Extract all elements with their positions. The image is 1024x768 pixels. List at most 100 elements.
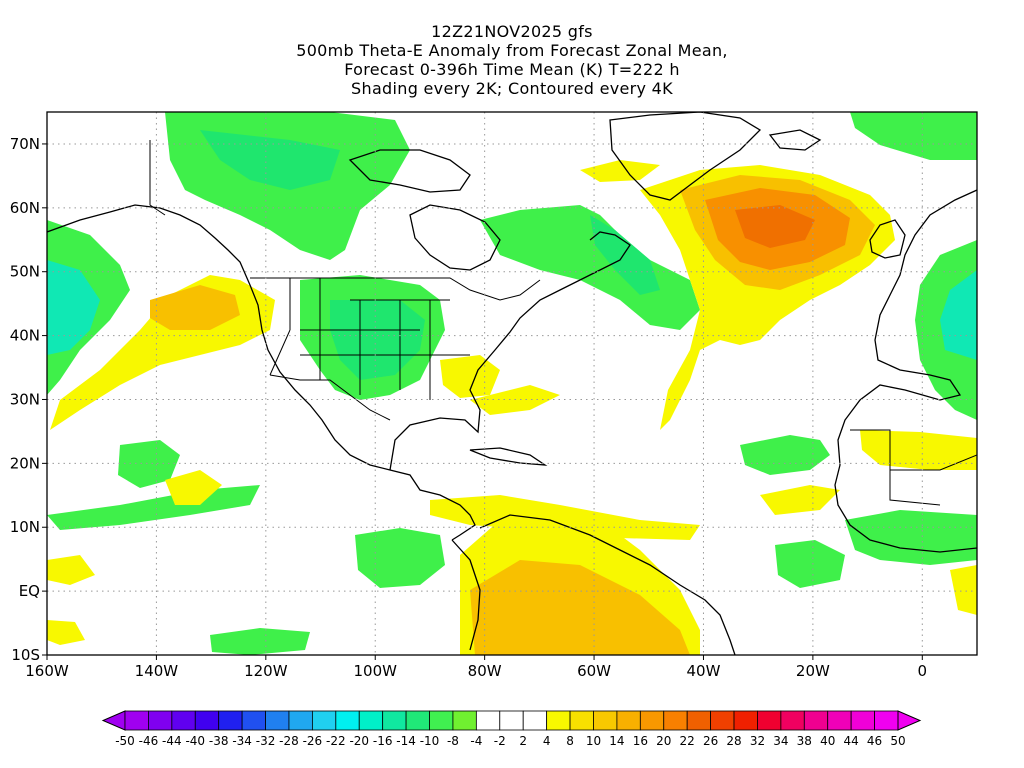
title-line-4: Shading every 2K; Contoured every 4K	[351, 79, 673, 98]
shade-green-dark-nw-canada	[200, 130, 340, 190]
tick-label-lon: 80W	[468, 662, 502, 680]
colorbar-swatch	[827, 710, 852, 731]
colorbar-swatch	[452, 710, 477, 731]
colorbar-label: 44	[844, 734, 859, 748]
shade-orange-dark-n-atlantic	[735, 205, 815, 248]
colorbar-label: -28	[279, 734, 299, 748]
border-us-mexico	[269, 374, 391, 421]
colorbar-swatch	[335, 710, 360, 731]
colorbar-swatch	[710, 710, 735, 731]
tick-label-lon: 120W	[244, 662, 288, 680]
tick-label-lat: 30N	[10, 390, 40, 408]
colorbar-arrow-right	[897, 710, 922, 731]
title-line-1: 12Z21NOV2025 gfs	[431, 22, 593, 41]
colorbar-swatch	[780, 710, 805, 731]
plot-frame	[46, 111, 978, 656]
tick-label-lon: 0	[918, 662, 928, 680]
coastline-north-america	[47, 204, 476, 541]
colorbar-swatch	[311, 710, 337, 731]
colorbar: -50 -46 -44 -40 -38 -34 -32 -28 -26 -22 -20 -16 -14-…	[101, 710, 922, 748]
shade-aqua-labrador	[590, 215, 660, 295]
title-line-3: Forecast 0-396h Time Mean (K) T=222 h	[344, 60, 680, 79]
shade-green-pacific-15n	[118, 440, 180, 488]
tick-label-lon: 60W	[577, 662, 611, 680]
title-line-2: 500mb Theta-E Anomaly from Forecast Zona…	[296, 41, 728, 60]
colorbar-label: 34	[773, 734, 788, 748]
coastline-europe-africa	[834, 189, 977, 553]
colorbar-label: -10	[420, 734, 440, 748]
colorbar-swatch	[429, 710, 454, 731]
shade-aqua-europe	[940, 270, 977, 360]
shade-green-e-atlantic	[740, 435, 830, 475]
coastline-arctic-archipelago	[348, 149, 471, 193]
colorbar-label: -40	[185, 734, 205, 748]
colorbar-label: 10	[586, 734, 601, 748]
tick-label-lon: 20W	[796, 662, 830, 680]
tick-label-lat: 10S	[11, 646, 40, 664]
colorbar-swatch	[850, 710, 875, 731]
shade-green-tropical-pacific	[355, 528, 445, 588]
shade-orange-ne-pacific	[150, 285, 240, 330]
colorbar-swatch	[124, 710, 149, 731]
tick-label-lon: 40W	[687, 662, 721, 680]
tick-label-lat: 20N	[10, 454, 40, 472]
colorbar-swatch	[803, 710, 829, 731]
colorbar-label: 46	[867, 734, 882, 748]
colorbar-swatch	[569, 710, 594, 731]
coastline-hudson-bay	[409, 204, 501, 271]
colorbar-label: -46	[139, 734, 159, 748]
colorbar-swatch	[148, 710, 173, 731]
colorbar-swatch	[382, 710, 407, 731]
shade-yellow-baja	[165, 470, 222, 505]
border-w-africa	[850, 429, 977, 506]
colorbar-swatch	[171, 710, 196, 731]
coastline-gulf-east-us	[389, 231, 631, 471]
shade-green-labrador	[480, 205, 700, 330]
colorbar-label: 28	[726, 734, 741, 748]
colorbar-label: -32	[256, 734, 276, 748]
colorbar-label: 38	[797, 734, 812, 748]
colorbar-label: -16	[373, 734, 393, 748]
coastline-greenland	[609, 112, 762, 201]
coastlines	[47, 112, 977, 655]
tick-label-lat: 40N	[10, 327, 40, 345]
shade-yellow-nw-africa	[860, 430, 977, 470]
colorbar-label: 26	[703, 734, 718, 748]
colorbar-swatch	[288, 710, 313, 731]
coastline-british-isles	[869, 219, 906, 259]
shade-yellow-w-pacific-s	[47, 620, 85, 645]
shade-yellow-gulf-guinea	[950, 565, 977, 615]
colorbar-label: -2	[494, 734, 506, 748]
tick-label-lon: 100W	[354, 662, 398, 680]
colorbar-swatch	[757, 710, 782, 731]
shade-yellow-caribbean	[430, 495, 700, 540]
shade-yellow-greenland	[580, 160, 660, 182]
axis-ticks: 160W 140W 120W 100W 80W 60W 40W 20W 0 70N 60N 50N 40…	[10, 135, 927, 680]
colorbar-label: -4	[470, 734, 482, 748]
colorbar-swatch	[358, 710, 384, 731]
colorbar-label: -26	[303, 734, 323, 748]
colorbar-label: 8	[566, 734, 574, 748]
colorbar-label: -34	[232, 734, 252, 748]
anomaly-shading	[47, 112, 977, 655]
colorbar-label: -20	[349, 734, 369, 748]
graticule	[47, 112, 977, 655]
shade-green-e-atlantic-2	[775, 540, 845, 588]
colorbar-label: 22	[680, 734, 695, 748]
tick-label-lat: 70N	[10, 135, 40, 153]
tick-label-lat: 10N	[10, 518, 40, 536]
colorbar-swatch	[405, 710, 430, 731]
colorbar-label: -22	[326, 734, 346, 748]
colorbar-label: 2	[519, 734, 527, 748]
colorbar-swatch	[733, 710, 758, 731]
coastline-cuba-antilles	[469, 447, 548, 466]
colorbar-label: 16	[633, 734, 648, 748]
shade-aqua-ne-pacific	[47, 260, 100, 355]
tick-label-lat: 60N	[10, 199, 40, 217]
colorbar-label: -50	[115, 734, 135, 748]
colorbar-swatch	[218, 710, 243, 731]
colorbar-label: 40	[820, 734, 835, 748]
colorbar-label: -8	[447, 734, 459, 748]
colorbar-swatch	[639, 710, 665, 731]
